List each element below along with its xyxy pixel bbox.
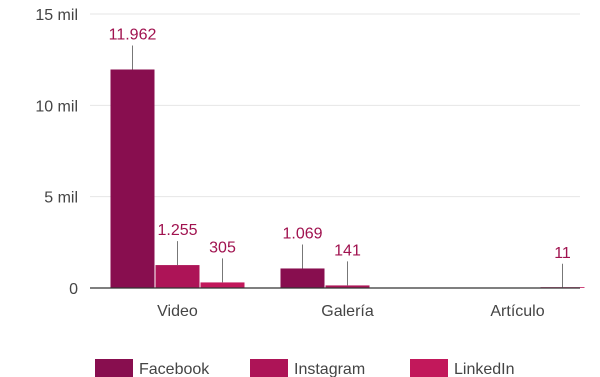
y-tick-label: 15 mil [35, 7, 78, 24]
data-label: 11 [554, 245, 571, 262]
x-category-label: Video [157, 303, 198, 320]
bar-instagram-1[interactable] [325, 285, 370, 288]
y-axis-ticks: 0 5 mil 10 mil 15 mil [35, 7, 78, 298]
data-label: 305 [209, 239, 236, 256]
data-label: 141 [334, 242, 361, 259]
legend-label: LinkedIn [454, 361, 515, 377]
legend-label: Instagram [294, 361, 365, 377]
data-labels: 11.962 1.255 305 1.069 141 11 [109, 26, 571, 288]
legend-swatch [95, 359, 133, 377]
x-axis-categories: Video Galería Artículo [157, 303, 545, 320]
x-category-label: Artículo [490, 303, 544, 320]
bars [110, 69, 585, 288]
legend[interactable]: Facebook Instagram LinkedIn [95, 359, 515, 377]
bar-instagram-0[interactable] [155, 265, 200, 288]
x-category-label: Galería [321, 303, 374, 320]
data-label: 1.255 [157, 222, 197, 239]
legend-swatch [410, 359, 448, 377]
bar-linkedin-0[interactable] [200, 282, 245, 288]
legend-label: Facebook [139, 361, 210, 377]
y-tick-label: 10 mil [35, 98, 78, 115]
legend-swatch [250, 359, 288, 377]
legend-item-instagram[interactable]: Instagram [250, 359, 365, 377]
data-label: 11.962 [109, 26, 157, 43]
gridlines [90, 13, 580, 198]
bar-facebook-0[interactable] [110, 69, 155, 288]
y-tick-label: 5 mil [44, 190, 78, 207]
data-label: 1.069 [282, 225, 322, 242]
legend-item-facebook[interactable]: Facebook [95, 359, 210, 377]
y-tick-label: 0 [69, 281, 78, 298]
bar-facebook-1[interactable] [280, 268, 325, 288]
legend-item-linkedin[interactable]: LinkedIn [410, 359, 515, 377]
